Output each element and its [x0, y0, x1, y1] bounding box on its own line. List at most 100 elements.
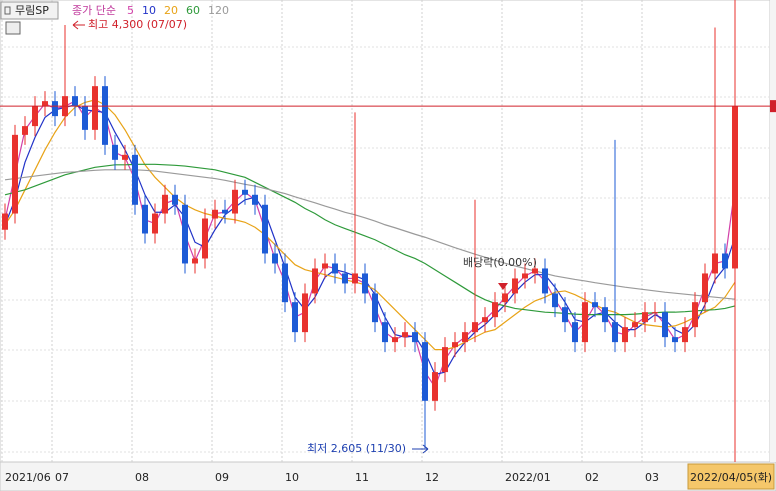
candle-body: [642, 312, 648, 323]
dividend-annotation: 배당락(0.00%): [463, 256, 537, 269]
date-highlight: [687, 463, 775, 490]
candle-body: [32, 106, 38, 127]
candle-body: [82, 106, 88, 130]
candle-body: [592, 302, 598, 308]
candle-body: [302, 293, 308, 333]
candle-body: [42, 101, 48, 107]
candle-body: [162, 194, 168, 214]
x-tick-label: 07: [55, 471, 69, 484]
legend: 무림SP 종가 단순 5 10 20 60 120: [0, 1, 229, 35]
candle-body: [152, 213, 158, 234]
candle-body: [722, 253, 728, 269]
symbol-icon: [4, 6, 11, 15]
candle-body: [262, 204, 268, 254]
candle-body: [502, 293, 508, 303]
candle-body: [292, 302, 298, 333]
candle-body: [452, 342, 458, 348]
candle-body: [712, 253, 718, 274]
candle-body: [182, 204, 188, 264]
candle-body: [92, 86, 98, 130]
x-axis-strip: [0, 461, 776, 491]
candle-body: [702, 273, 708, 303]
symbol-box: [0, 1, 59, 20]
candle-body: [212, 209, 218, 219]
candle-body: [352, 273, 358, 284]
candle-body: [132, 154, 138, 205]
candle-body: [692, 302, 698, 328]
x-tick-label: 03: [645, 471, 659, 484]
candle-body: [482, 317, 488, 323]
candle-body: [582, 302, 588, 343]
candle-body: [522, 273, 528, 279]
candle-body: [332, 263, 338, 274]
legend-entry: 60: [186, 4, 200, 17]
candle-body: [312, 268, 318, 294]
candle-body: [362, 273, 368, 294]
candle-body: [242, 189, 248, 195]
candle-body: [102, 86, 108, 145]
candle-body: [562, 307, 568, 323]
legend-entry: 120: [208, 4, 229, 17]
candle-body: [342, 273, 348, 284]
candle-body: [602, 307, 608, 323]
x-tick-label: 11: [355, 471, 369, 484]
low-annotation: 최저 2,605 (11/30): [307, 442, 406, 455]
candle-body: [222, 209, 228, 214]
candle-body: [322, 263, 328, 269]
x-tick-label: 10: [285, 471, 299, 484]
low-arrow: [412, 444, 429, 454]
candle-body: [112, 144, 118, 160]
grid-icon: [5, 21, 21, 35]
high-annotation: 최고 4,300 (07/07): [88, 18, 187, 31]
candle-body: [392, 337, 398, 343]
candle-body: [682, 327, 688, 343]
candle-body: [512, 278, 518, 294]
candle-body: [232, 189, 238, 214]
legend-entry: 5: [127, 4, 134, 17]
candle-body: [492, 302, 498, 318]
candle-body: [192, 258, 198, 264]
candle-body: [402, 332, 408, 338]
candle-body: [122, 154, 128, 160]
candle-body: [552, 293, 558, 308]
candle-body: [272, 253, 278, 264]
x-tick-label: 02: [585, 471, 599, 484]
candle-body: [382, 322, 388, 343]
candle-body: [622, 327, 628, 343]
candle-body: [52, 101, 58, 117]
legend-entry: 20: [164, 4, 178, 17]
x-tick-label: 12: [425, 471, 439, 484]
candle-body: [572, 322, 578, 343]
candle-body: [202, 218, 208, 259]
candle-body: [22, 126, 28, 135]
plot-area: [0, 0, 771, 463]
high-arrow: [72, 20, 85, 30]
candle-body: [732, 106, 738, 269]
candle-body: [532, 268, 538, 274]
right-strip: [770, 0, 776, 462]
candle-body: [282, 263, 288, 303]
candle-body: [252, 194, 258, 205]
x-tick-label: 2021/06: [5, 471, 51, 484]
candle-body: [432, 372, 438, 401]
moving-average-line: [4, 169, 736, 300]
candle-body: [542, 268, 548, 294]
candle-body: [372, 293, 378, 323]
current-price-marker: [770, 100, 776, 113]
x-tick-label: 09: [215, 471, 229, 484]
candle-body: [412, 332, 418, 343]
candle-body: [632, 322, 638, 328]
moving-average-line: [4, 99, 736, 351]
candle-body: [442, 347, 448, 373]
candle-body: [472, 322, 478, 333]
candle-body: [12, 134, 18, 214]
candle-body: [652, 312, 658, 314]
candle-body: [142, 204, 148, 234]
candle-body: [462, 332, 468, 343]
candle-body: [422, 342, 428, 401]
moving-average-line: [4, 163, 736, 316]
x-tick-label: 2022/01: [505, 471, 551, 484]
